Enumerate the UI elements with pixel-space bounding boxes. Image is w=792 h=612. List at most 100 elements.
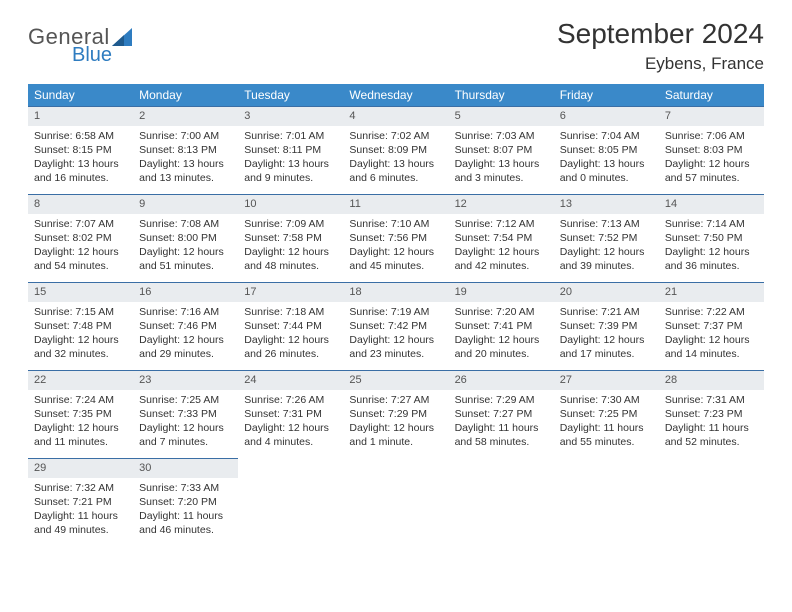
day-body: Sunrise: 7:33 AMSunset: 7:20 PMDaylight:…	[133, 478, 238, 542]
day-daylight: Daylight: 13 hours and 9 minutes.	[244, 157, 337, 185]
day-number: 3	[238, 106, 343, 126]
calendar-day-cell: 21Sunrise: 7:22 AMSunset: 7:37 PMDayligh…	[659, 282, 764, 370]
calendar-day-cell: 23Sunrise: 7:25 AMSunset: 7:33 PMDayligh…	[133, 370, 238, 458]
day-number: 6	[554, 106, 659, 126]
day-body: Sunrise: 7:29 AMSunset: 7:27 PMDaylight:…	[449, 390, 554, 454]
day-number: 22	[28, 370, 133, 390]
day-sunrise: Sunrise: 7:21 AM	[560, 305, 653, 319]
logo-text-blue: Blue	[72, 44, 132, 67]
day-body: Sunrise: 7:31 AMSunset: 7:23 PMDaylight:…	[659, 390, 764, 454]
day-daylight: Daylight: 13 hours and 3 minutes.	[455, 157, 548, 185]
day-sunset: Sunset: 8:11 PM	[244, 143, 337, 157]
day-number: 7	[659, 106, 764, 126]
day-body: Sunrise: 7:15 AMSunset: 7:48 PMDaylight:…	[28, 302, 133, 366]
day-sunrise: Sunrise: 7:06 AM	[665, 129, 758, 143]
day-sunset: Sunset: 7:33 PM	[139, 407, 232, 421]
day-body: Sunrise: 7:03 AMSunset: 8:07 PMDaylight:…	[449, 126, 554, 190]
calendar-day-cell: 20Sunrise: 7:21 AMSunset: 7:39 PMDayligh…	[554, 282, 659, 370]
day-sunset: Sunset: 7:48 PM	[34, 319, 127, 333]
calendar-day-cell: 12Sunrise: 7:12 AMSunset: 7:54 PMDayligh…	[449, 194, 554, 282]
calendar-empty-cell	[343, 458, 448, 546]
day-sunrise: Sunrise: 7:03 AM	[455, 129, 548, 143]
calendar-day-cell: 27Sunrise: 7:30 AMSunset: 7:25 PMDayligh…	[554, 370, 659, 458]
calendar-day-cell: 7Sunrise: 7:06 AMSunset: 8:03 PMDaylight…	[659, 106, 764, 194]
day-number: 19	[449, 282, 554, 302]
day-sunrise: Sunrise: 7:30 AM	[560, 393, 653, 407]
calendar-empty-cell	[449, 458, 554, 546]
day-sunrise: Sunrise: 7:20 AM	[455, 305, 548, 319]
calendar-day-cell: 22Sunrise: 7:24 AMSunset: 7:35 PMDayligh…	[28, 370, 133, 458]
day-daylight: Daylight: 12 hours and 54 minutes.	[34, 245, 127, 273]
day-sunset: Sunset: 8:13 PM	[139, 143, 232, 157]
day-daylight: Daylight: 12 hours and 57 minutes.	[665, 157, 758, 185]
location-label: Eybens, France	[557, 54, 764, 74]
day-sunrise: Sunrise: 7:04 AM	[560, 129, 653, 143]
title-block: September 2024 Eybens, France	[557, 18, 764, 74]
day-number: 5	[449, 106, 554, 126]
calendar-week-row: 29Sunrise: 7:32 AMSunset: 7:21 PMDayligh…	[28, 458, 764, 546]
day-daylight: Daylight: 12 hours and 4 minutes.	[244, 421, 337, 449]
day-body: Sunrise: 7:04 AMSunset: 8:05 PMDaylight:…	[554, 126, 659, 190]
day-daylight: Daylight: 12 hours and 11 minutes.	[34, 421, 127, 449]
day-body: Sunrise: 7:09 AMSunset: 7:58 PMDaylight:…	[238, 214, 343, 278]
day-number: 26	[449, 370, 554, 390]
day-sunset: Sunset: 7:23 PM	[665, 407, 758, 421]
day-daylight: Daylight: 11 hours and 52 minutes.	[665, 421, 758, 449]
day-daylight: Daylight: 13 hours and 6 minutes.	[349, 157, 442, 185]
day-daylight: Daylight: 12 hours and 45 minutes.	[349, 245, 442, 273]
day-sunrise: Sunrise: 7:00 AM	[139, 129, 232, 143]
weekday-header: Sunday	[28, 84, 133, 106]
day-number: 9	[133, 194, 238, 214]
day-sunset: Sunset: 8:15 PM	[34, 143, 127, 157]
day-sunset: Sunset: 7:37 PM	[665, 319, 758, 333]
day-daylight: Daylight: 12 hours and 29 minutes.	[139, 333, 232, 361]
calendar-week-row: 1Sunrise: 6:58 AMSunset: 8:15 PMDaylight…	[28, 106, 764, 194]
day-sunrise: Sunrise: 7:01 AM	[244, 129, 337, 143]
day-body: Sunrise: 7:12 AMSunset: 7:54 PMDaylight:…	[449, 214, 554, 278]
day-number: 4	[343, 106, 448, 126]
calendar-day-cell: 14Sunrise: 7:14 AMSunset: 7:50 PMDayligh…	[659, 194, 764, 282]
day-daylight: Daylight: 12 hours and 17 minutes.	[560, 333, 653, 361]
day-sunset: Sunset: 7:35 PM	[34, 407, 127, 421]
day-sunrise: Sunrise: 7:27 AM	[349, 393, 442, 407]
day-sunrise: Sunrise: 7:32 AM	[34, 481, 127, 495]
day-body: Sunrise: 7:13 AMSunset: 7:52 PMDaylight:…	[554, 214, 659, 278]
day-number: 23	[133, 370, 238, 390]
day-number: 17	[238, 282, 343, 302]
day-daylight: Daylight: 13 hours and 13 minutes.	[139, 157, 232, 185]
day-daylight: Daylight: 11 hours and 58 minutes.	[455, 421, 548, 449]
day-sunset: Sunset: 7:42 PM	[349, 319, 442, 333]
day-daylight: Daylight: 11 hours and 55 minutes.	[560, 421, 653, 449]
day-sunset: Sunset: 8:02 PM	[34, 231, 127, 245]
day-sunrise: Sunrise: 7:10 AM	[349, 217, 442, 231]
day-sunset: Sunset: 8:09 PM	[349, 143, 442, 157]
day-body: Sunrise: 7:26 AMSunset: 7:31 PMDaylight:…	[238, 390, 343, 454]
day-body: Sunrise: 7:00 AMSunset: 8:13 PMDaylight:…	[133, 126, 238, 190]
day-sunrise: Sunrise: 7:19 AM	[349, 305, 442, 319]
day-sunset: Sunset: 7:27 PM	[455, 407, 548, 421]
day-number: 1	[28, 106, 133, 126]
day-sunrise: Sunrise: 7:25 AM	[139, 393, 232, 407]
calendar-day-cell: 18Sunrise: 7:19 AMSunset: 7:42 PMDayligh…	[343, 282, 448, 370]
calendar-day-cell: 30Sunrise: 7:33 AMSunset: 7:20 PMDayligh…	[133, 458, 238, 546]
day-number: 8	[28, 194, 133, 214]
weekday-header: Wednesday	[343, 84, 448, 106]
day-daylight: Daylight: 12 hours and 23 minutes.	[349, 333, 442, 361]
day-sunset: Sunset: 7:21 PM	[34, 495, 127, 509]
calendar-day-cell: 11Sunrise: 7:10 AMSunset: 7:56 PMDayligh…	[343, 194, 448, 282]
calendar-day-cell: 25Sunrise: 7:27 AMSunset: 7:29 PMDayligh…	[343, 370, 448, 458]
day-number: 16	[133, 282, 238, 302]
day-number: 10	[238, 194, 343, 214]
calendar-day-cell: 26Sunrise: 7:29 AMSunset: 7:27 PMDayligh…	[449, 370, 554, 458]
day-daylight: Daylight: 12 hours and 20 minutes.	[455, 333, 548, 361]
calendar-empty-cell	[554, 458, 659, 546]
calendar-day-cell: 5Sunrise: 7:03 AMSunset: 8:07 PMDaylight…	[449, 106, 554, 194]
day-body: Sunrise: 7:20 AMSunset: 7:41 PMDaylight:…	[449, 302, 554, 366]
calendar-day-cell: 29Sunrise: 7:32 AMSunset: 7:21 PMDayligh…	[28, 458, 133, 546]
day-sunset: Sunset: 7:29 PM	[349, 407, 442, 421]
day-daylight: Daylight: 13 hours and 0 minutes.	[560, 157, 653, 185]
day-body: Sunrise: 7:02 AMSunset: 8:09 PMDaylight:…	[343, 126, 448, 190]
day-body: Sunrise: 6:58 AMSunset: 8:15 PMDaylight:…	[28, 126, 133, 190]
day-body: Sunrise: 7:21 AMSunset: 7:39 PMDaylight:…	[554, 302, 659, 366]
calendar-day-cell: 1Sunrise: 6:58 AMSunset: 8:15 PMDaylight…	[28, 106, 133, 194]
